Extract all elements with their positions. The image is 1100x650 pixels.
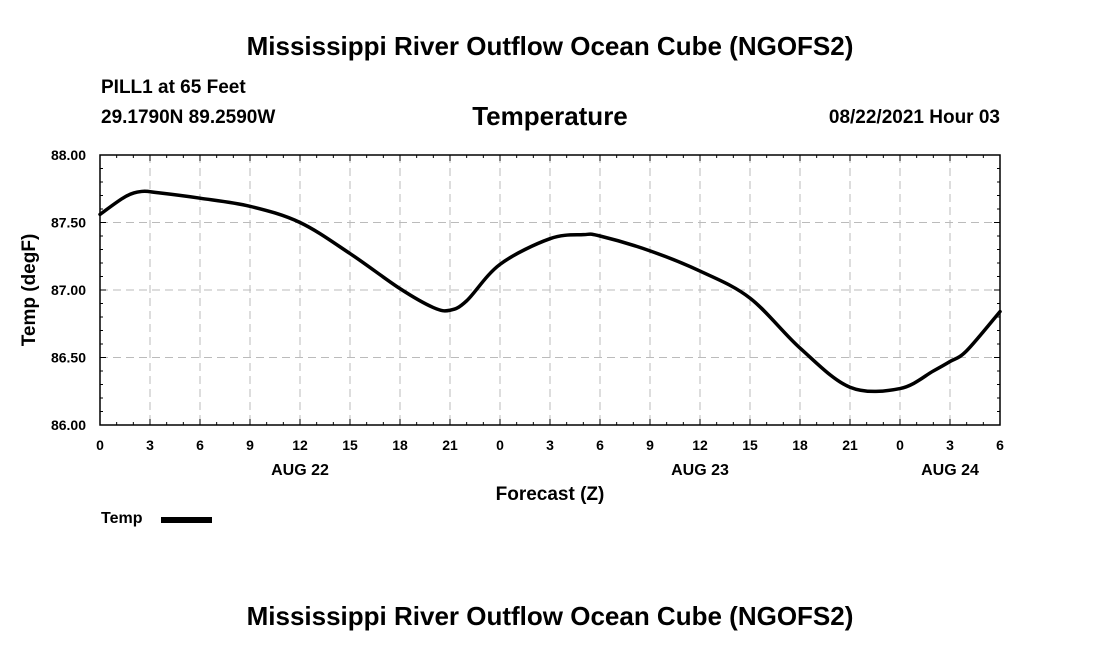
x-tick-label: 6 — [996, 437, 1004, 453]
x-tick-label: 9 — [246, 437, 254, 453]
series-line-temp — [98, 189, 1002, 394]
x-tick-label: 0 — [496, 437, 504, 453]
x-tick-label: 0 — [96, 437, 104, 453]
x-tick-label: 6 — [596, 437, 604, 453]
x-tick-label: 21 — [442, 437, 458, 453]
x-date-label: AUG 24 — [921, 462, 979, 479]
x-tick-label: 15 — [742, 437, 758, 453]
x-tick-label: 21 — [842, 437, 858, 453]
station-label: PILL1 at 65 Feet — [101, 77, 246, 98]
x-tick-label: 3 — [146, 437, 154, 453]
x-tick-label: 12 — [692, 437, 708, 453]
x-tick-label: 6 — [196, 437, 204, 453]
chart-title: Temperature — [472, 101, 628, 131]
chart-top-title: Mississippi River Outflow Ocean Cube (NG… — [246, 31, 854, 61]
x-tick-label: 3 — [946, 437, 954, 453]
x-date-label: AUG 22 — [271, 462, 329, 479]
y-tick-label: 87.50 — [51, 215, 86, 231]
x-date-label: AUG 23 — [671, 462, 729, 479]
y-tick-label: 86.50 — [51, 350, 86, 366]
x-tick-label: 3 — [546, 437, 554, 453]
x-tick-label: 9 — [646, 437, 654, 453]
chart-bottom-title: Mississippi River Outflow Ocean Cube (NG… — [246, 601, 854, 631]
forecast-datetime: 08/22/2021 Hour 03 — [828, 107, 1000, 128]
x-tick-label: 15 — [342, 437, 358, 453]
x-tick-label: 18 — [792, 437, 808, 453]
station-coordinates: 29.1790N 89.2590W — [101, 107, 276, 128]
y-tick-label: 88.00 — [51, 147, 86, 163]
x-tick-label: 0 — [896, 437, 904, 453]
y-tick-label: 87.00 — [51, 282, 86, 298]
legend-label: Temp — [101, 510, 143, 527]
y-axis-title: Temp (degF) — [19, 234, 40, 347]
y-tick-label: 86.00 — [51, 417, 86, 433]
x-tick-label: 12 — [292, 437, 308, 453]
legend-line-swatch — [161, 517, 212, 523]
x-tick-label: 18 — [392, 437, 408, 453]
x-axis-title: Forecast (Z) — [496, 484, 605, 505]
